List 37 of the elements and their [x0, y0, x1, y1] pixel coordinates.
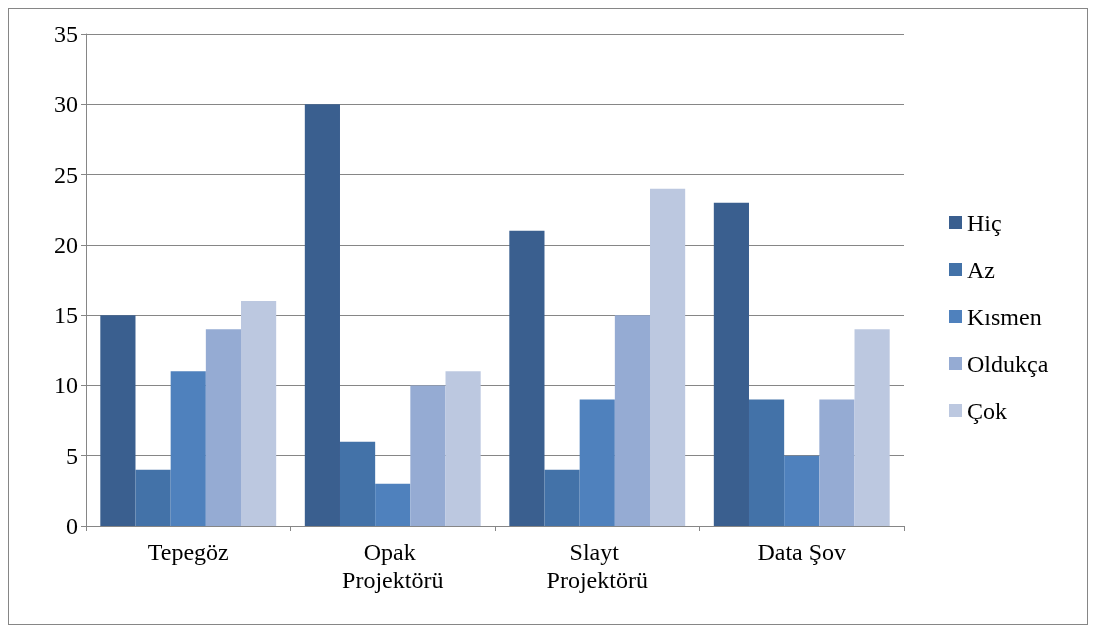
- bar: [339, 441, 376, 526]
- legend-label: Oldukça: [967, 350, 1049, 377]
- y-tick-label: 15: [54, 302, 78, 329]
- x-tick-label: Slayt Projektörü: [546, 539, 648, 593]
- bar: [614, 315, 651, 526]
- y-tick-label: 0: [66, 513, 78, 539]
- bar: [713, 202, 749, 526]
- bar: [304, 104, 340, 526]
- y-tick-label: 25: [54, 161, 78, 188]
- bar: [241, 301, 277, 526]
- y-tick-label: 10: [54, 372, 78, 399]
- bar: [544, 469, 580, 526]
- legend-label: Az: [967, 256, 995, 283]
- x-tick-label: Data Şov: [757, 539, 847, 565]
- legend-label: Hiç: [967, 209, 1002, 236]
- bar: [509, 230, 545, 526]
- bar: [445, 371, 481, 526]
- bar: [135, 469, 171, 526]
- bar: [410, 385, 446, 526]
- bar: [784, 455, 820, 526]
- x-tick-label: Opak Projektörü: [342, 539, 444, 593]
- bar: [854, 329, 890, 526]
- bar: [650, 188, 686, 526]
- y-tick-label: 35: [54, 21, 78, 47]
- y-tick-label: 5: [66, 442, 78, 469]
- y-tick-label: 20: [54, 231, 78, 258]
- bar: [205, 329, 242, 526]
- bar: [819, 399, 855, 526]
- bar: [579, 399, 615, 526]
- x-tick-label: Tepegöz: [147, 539, 229, 565]
- bar: [170, 371, 206, 526]
- legend-label: Çok: [967, 397, 1008, 424]
- legend-label: Kısmen: [967, 303, 1042, 330]
- bar: [100, 315, 136, 526]
- bar: [375, 483, 411, 526]
- bar: [748, 399, 785, 526]
- y-tick-label: 30: [54, 91, 78, 118]
